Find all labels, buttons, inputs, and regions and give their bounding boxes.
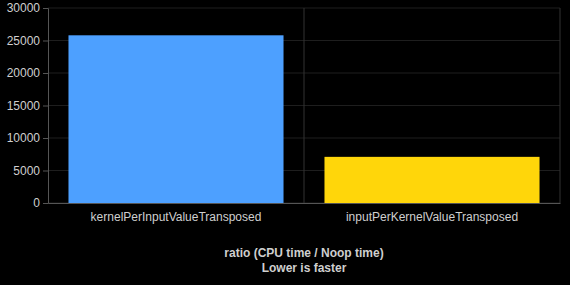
bar (68, 35, 283, 203)
axis-line (43, 9, 49, 204)
tick: 0 (33, 196, 48, 210)
tick: kernelPerInputValueTransposed (91, 203, 262, 224)
tick-mark (43, 138, 48, 139)
grid-line (304, 8, 305, 203)
tick: 5000 (13, 164, 48, 178)
tick-mark (43, 41, 48, 42)
tick-label: kernelPerInputValueTransposed (91, 210, 262, 224)
y-axis: 0 5000 10000 15000 20000 25000 30000 (7, 1, 49, 210)
tick-mark (43, 8, 48, 9)
grid-line (560, 8, 561, 203)
subtitle: Lower is faster (262, 261, 347, 275)
tick-label: 10000 (7, 131, 41, 145)
x-axis: kernelPerInputValueTransposed inputPerKer… (49, 203, 561, 224)
tick: 20000 (7, 66, 48, 80)
tick-mark (43, 171, 48, 172)
tick-label: 20000 (7, 66, 41, 80)
tick: 25000 (7, 34, 48, 48)
tick-label: 30000 (7, 1, 41, 15)
tick-label: 0 (33, 196, 40, 210)
tick-mark (43, 106, 48, 107)
bars (68, 35, 539, 203)
plot: 0 5000 10000 15000 20000 25000 30000 kernelPerI… (7, 1, 561, 223)
title: ratio (CPU time / Noop time) (224, 246, 383, 260)
tick-mark (43, 73, 48, 74)
tick-label: 5000 (13, 164, 40, 178)
bar (324, 157, 539, 203)
tick: 10000 (7, 131, 48, 145)
chart: 0 5000 10000 15000 20000 25000 30000 kernelPerI… (0, 0, 570, 285)
tick: 30000 (7, 1, 48, 15)
grid (48, 8, 560, 203)
tick: inputPerKernelValueTransposed (346, 203, 518, 224)
tick-label: 15000 (7, 99, 41, 113)
axis-line (49, 203, 561, 204)
tick: 15000 (7, 99, 48, 113)
tick-label: inputPerKernelValueTransposed (346, 210, 518, 224)
tick-label: 25000 (7, 34, 41, 48)
tick-mark (43, 203, 48, 204)
